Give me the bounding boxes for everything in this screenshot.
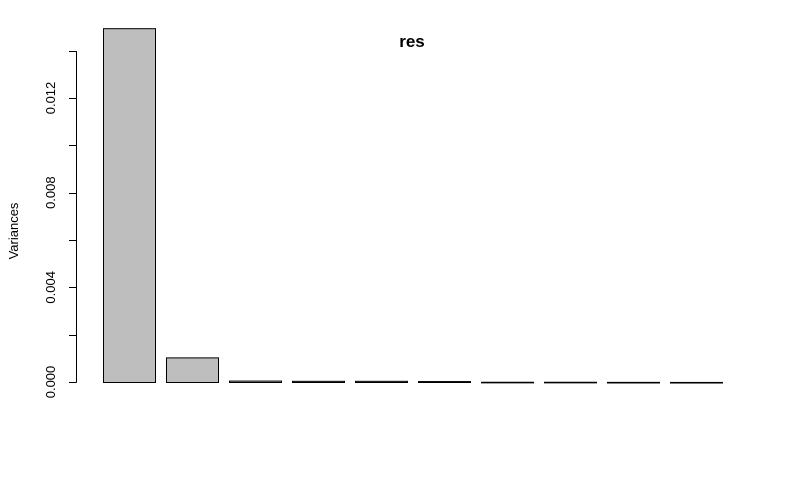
bar-4 [292, 380, 345, 384]
y-axis: 0.000 0.004 0.008 0.012 [43, 51, 77, 398]
bars-group [103, 28, 723, 384]
y-tick-label: 0.012 [43, 82, 58, 115]
chart-title: res [399, 32, 425, 51]
bar-1 [103, 28, 156, 384]
bar-2 [166, 357, 219, 383]
bar-3 [229, 380, 282, 383]
y-tick-label: 0.004 [43, 271, 58, 304]
y-tick-label: 0.008 [43, 176, 58, 209]
y-tick-label: 0.000 [43, 366, 58, 399]
bar-8 [544, 381, 597, 384]
y-axis-label: Variances [6, 202, 21, 259]
bar-10 [670, 381, 723, 384]
bar-9 [607, 381, 660, 384]
bar-7 [481, 381, 534, 384]
bar-5 [355, 380, 408, 384]
bar-6 [418, 381, 471, 384]
